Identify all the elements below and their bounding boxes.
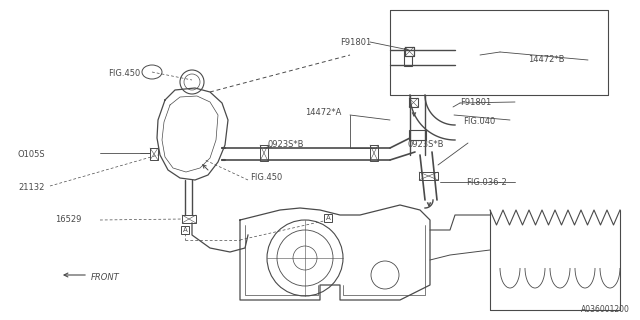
Bar <box>182 215 196 223</box>
Text: 16529: 16529 <box>55 215 81 224</box>
Text: FIG.450: FIG.450 <box>250 173 282 182</box>
Text: FIG.036-2: FIG.036-2 <box>466 178 507 187</box>
Bar <box>405 47 414 56</box>
Text: O105S: O105S <box>18 150 45 159</box>
Bar <box>419 172 438 180</box>
Text: 0923S*B: 0923S*B <box>408 140 445 149</box>
Bar <box>150 148 158 160</box>
Text: 14472*A: 14472*A <box>305 108 341 117</box>
Text: 21132: 21132 <box>18 183 44 192</box>
Bar <box>260 145 268 161</box>
Text: 0923S*B: 0923S*B <box>268 140 305 149</box>
Bar <box>409 130 426 140</box>
Bar <box>409 98 418 107</box>
Text: F91801: F91801 <box>460 98 492 107</box>
Text: FIG.040: FIG.040 <box>463 117 495 126</box>
Text: FIG.450: FIG.450 <box>108 69 140 78</box>
Text: A036001200: A036001200 <box>581 305 630 314</box>
Bar <box>405 47 414 56</box>
Bar <box>404 48 412 66</box>
Text: A: A <box>182 227 188 233</box>
Text: FRONT: FRONT <box>91 274 120 283</box>
Bar <box>370 145 378 161</box>
Text: A: A <box>326 215 330 221</box>
Text: 14472*B: 14472*B <box>528 55 564 64</box>
Text: F91801: F91801 <box>340 38 371 47</box>
